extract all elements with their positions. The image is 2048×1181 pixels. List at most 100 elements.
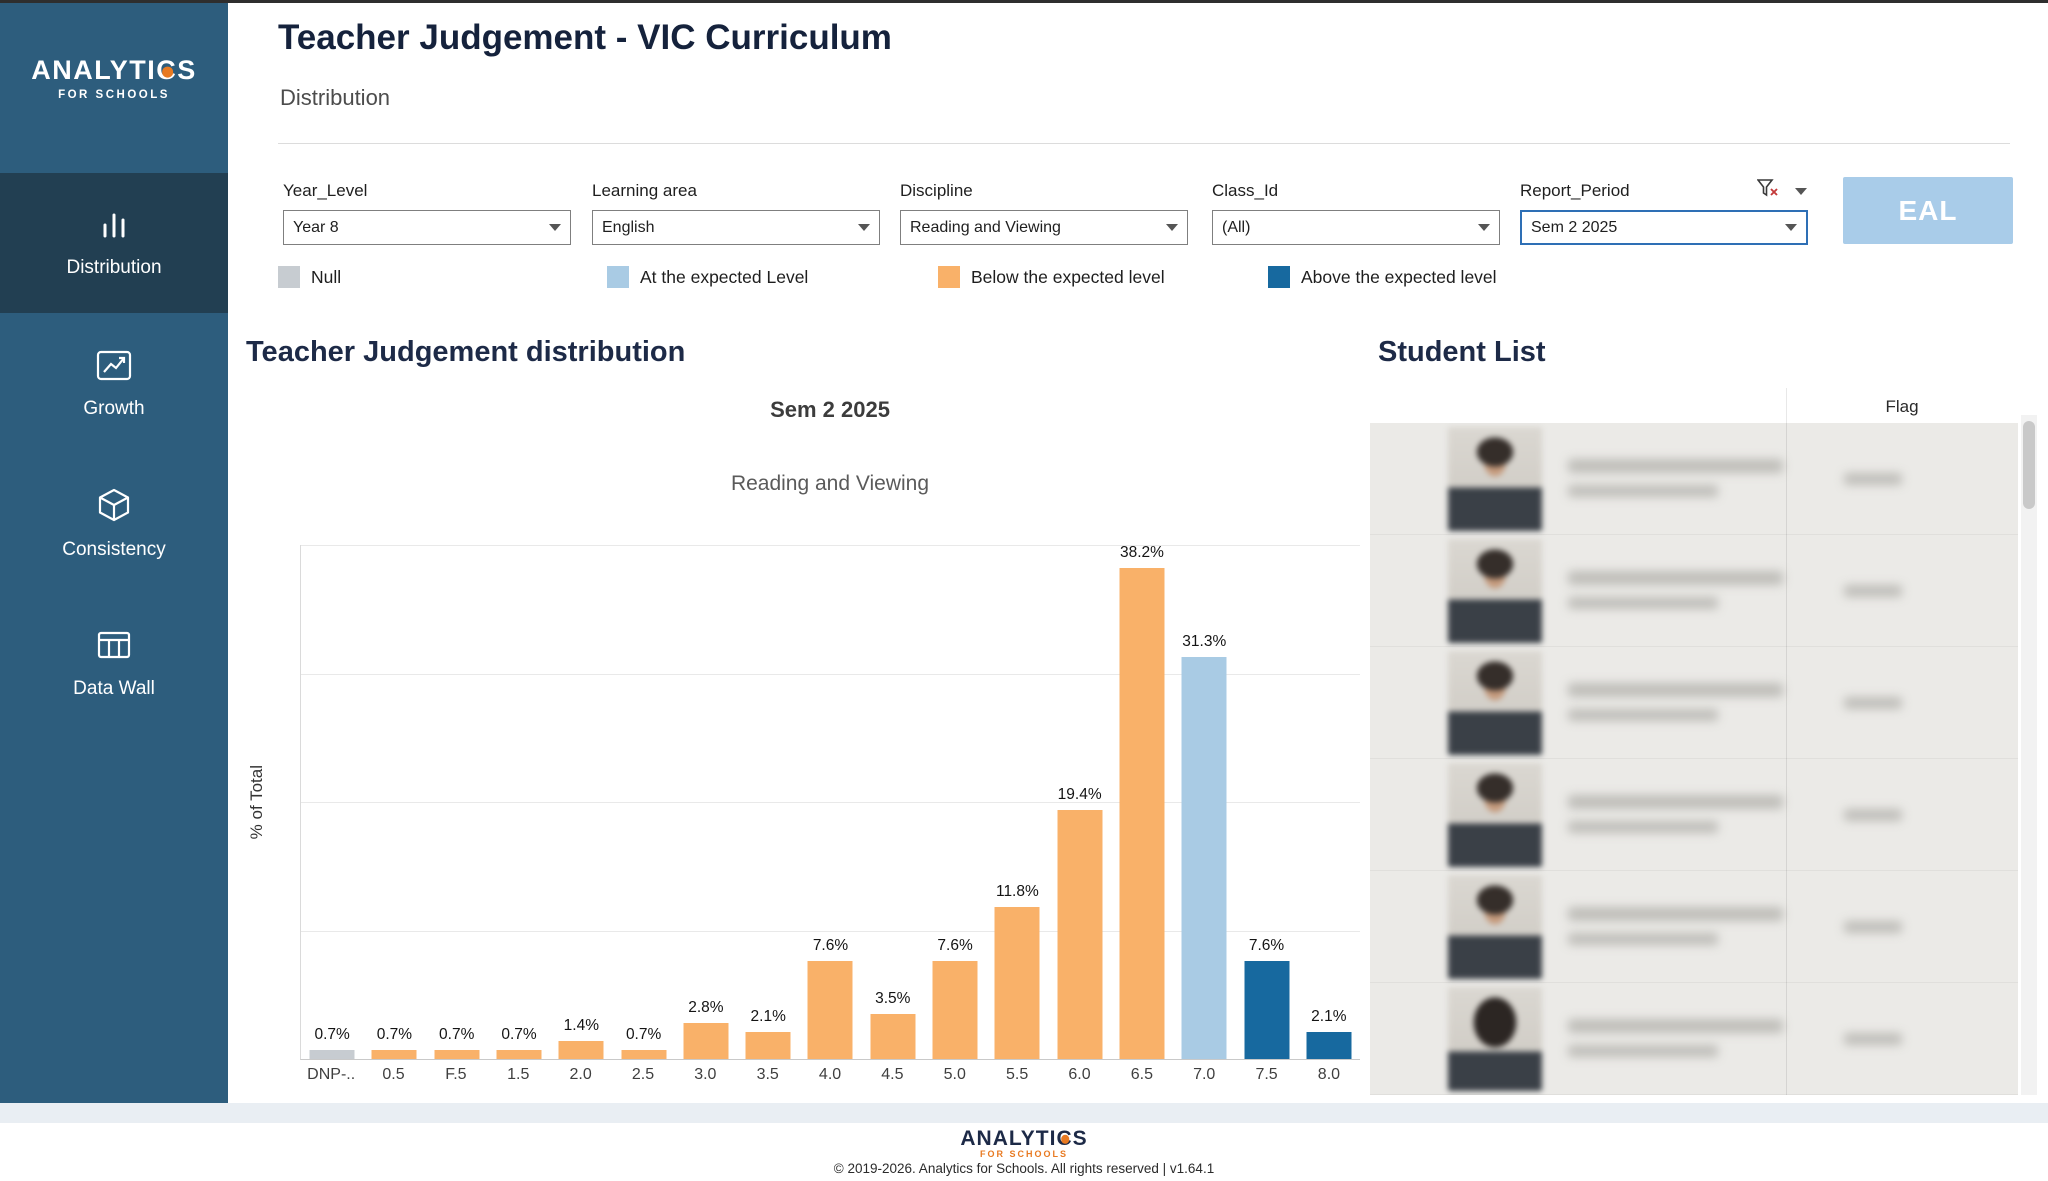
bar-0.5[interactable] <box>371 1050 417 1059</box>
student-row[interactable] <box>1370 535 2018 647</box>
bar-value-label: 7.6% <box>937 937 973 955</box>
footer-logo-wordmark: ANALYTICS <box>0 1127 2048 1150</box>
filter-discipline: Discipline Reading and Viewing <box>900 181 1188 245</box>
legend-item-below[interactable]: Below the expected level <box>938 266 1165 288</box>
legend-item-null[interactable]: Null <box>278 266 341 288</box>
bar-8.0[interactable] <box>1306 1032 1352 1059</box>
logo-text-1: ANALYTI <box>31 55 157 85</box>
bar-4.5[interactable] <box>870 1014 916 1059</box>
filter-value-year_level: Year 8 <box>293 218 339 236</box>
student-list-scrollbar[interactable] <box>2021 415 2037 1095</box>
bar-value-label: 0.7% <box>314 1026 350 1044</box>
sidebar-item-label: Consistency <box>62 538 166 560</box>
filter-dropdown-report_period[interactable]: Sem 2 2025 <box>1520 210 1808 245</box>
clear-filter-icon[interactable] <box>1756 179 1779 203</box>
gridline <box>301 930 1360 932</box>
page-subtitle: Distribution <box>280 85 391 110</box>
bar-slot: 7.6% <box>799 545 861 1059</box>
bar-7.0[interactable] <box>1181 656 1227 1059</box>
bar-slot: 19.4% <box>1049 545 1111 1059</box>
bar-2.5[interactable] <box>621 1050 667 1059</box>
filter-menu-chevron-down-icon[interactable] <box>1795 187 1807 195</box>
gridline <box>301 673 1360 675</box>
filter-value-class_id: (All) <box>1222 218 1251 236</box>
sidebar-item-data-wall[interactable]: Data Wall <box>0 593 228 733</box>
plot-area: 0.7% 0.7% 0.7% 0.7% 1.4% 0.7% 2.8% 2.1% 7.6% 3.5%… <box>300 544 1360 1060</box>
student-row[interactable] <box>1370 983 2018 1095</box>
student-list-body <box>1370 423 2018 1095</box>
x-axis-label: 3.5 <box>756 1066 779 1083</box>
student-flag-redacted <box>1844 473 1902 485</box>
bar-slot: 1.4% <box>550 545 612 1059</box>
filter-label-report_period: Report_Period <box>1520 181 1630 200</box>
student-flag-redacted <box>1844 697 1902 709</box>
window-top-edge <box>0 0 2048 3</box>
bar-slot: 0.7% <box>301 545 363 1059</box>
filter-dropdown-class_id[interactable]: (All) <box>1212 210 1500 245</box>
x-axis-label: 2.0 <box>569 1066 592 1083</box>
scrollbar-thumb[interactable] <box>2023 421 2035 509</box>
filter-dropdown-learning-area[interactable]: English <box>592 210 880 245</box>
x-axis-label: 4.0 <box>818 1066 842 1083</box>
x-axis-label: 3.0 <box>694 1066 717 1083</box>
x-axis-label: 0.5 <box>382 1066 405 1083</box>
footer-logo: ANALYTICS FOR SCHOOLS <box>0 1127 2048 1160</box>
eal-button[interactable]: EAL <box>1843 177 2013 244</box>
bar-DNP-..[interactable] <box>309 1050 355 1059</box>
bar-value-label: 2.1% <box>750 1008 786 1026</box>
footer-logo-c-dot-icon: C <box>1056 1127 1073 1150</box>
bar-F.5[interactable] <box>434 1050 480 1059</box>
bar-6.5[interactable] <box>1119 568 1165 1059</box>
x-axis-label: F.5 <box>445 1066 467 1083</box>
student-list-title: Student List <box>1378 336 1546 368</box>
bar-2.0[interactable] <box>558 1041 604 1059</box>
student-row[interactable] <box>1370 759 2018 871</box>
bar-value-label: 7.6% <box>1248 937 1285 955</box>
chart-subtitle-period: Sem 2 2025 <box>770 397 890 422</box>
filter-value-report_period: Sem 2 2025 <box>1531 218 1618 236</box>
student-photo <box>1448 763 1542 867</box>
sidebar-item-growth[interactable]: Growth <box>0 313 228 453</box>
filter-report_period: Report_Period Sem 2 2025 <box>1520 181 1808 245</box>
legend-item-at[interactable]: At the expected Level <box>607 266 808 288</box>
sidebar-item-label: Growth <box>83 397 145 419</box>
sidebar-item-distribution[interactable]: Distribution <box>0 173 228 313</box>
student-name-redacted <box>1568 683 1783 697</box>
student-row[interactable] <box>1370 871 2018 983</box>
sidebar-item-consistency[interactable]: Consistency <box>0 453 228 593</box>
filter-dropdown-discipline[interactable]: Reading and Viewing <box>900 210 1188 245</box>
bar-7.5[interactable] <box>1244 961 1290 1059</box>
legend-label-at: At the expected Level <box>640 266 809 287</box>
bar-3.5[interactable] <box>745 1032 791 1059</box>
cube-icon <box>95 486 133 524</box>
legend-item-above[interactable]: Above the expected level <box>1268 266 1497 288</box>
student-flag-redacted <box>1844 1033 1902 1045</box>
chevron-down-icon <box>549 224 561 231</box>
bar-5.5[interactable] <box>994 907 1040 1059</box>
student-row[interactable] <box>1370 647 2018 759</box>
bar-4.0[interactable] <box>807 961 853 1059</box>
bar-6.0[interactable] <box>1057 809 1103 1059</box>
bar-5.0[interactable] <box>932 961 978 1059</box>
student-photo <box>1448 651 1542 755</box>
bar-value-label: 38.2% <box>1119 544 1164 562</box>
filter-value-discipline: Reading and Viewing <box>910 218 1061 236</box>
legend-swatch-above <box>1268 266 1290 288</box>
bar-slot: 3.5% <box>862 545 924 1059</box>
header-divider <box>278 143 2010 144</box>
footer-strip <box>0 1103 2048 1123</box>
legend-row: Null At the expected Level Below the expec… <box>0 266 2048 292</box>
bar-slot: 2.1% <box>1298 545 1360 1059</box>
chart-subtitle-discipline: Reading and Viewing <box>730 472 930 495</box>
bar-value-label: 3.5% <box>875 990 911 1008</box>
logo-c-dot-icon: C <box>156 55 178 85</box>
filter-dropdown-year_level[interactable]: Year 8 <box>283 210 571 245</box>
bar-1.5[interactable] <box>496 1050 542 1059</box>
bar-3.0[interactable] <box>683 1023 729 1059</box>
legend-label-null: Null <box>311 266 342 287</box>
student-row[interactable] <box>1370 423 2018 535</box>
y-axis-label: % of Total <box>247 765 266 840</box>
bar-value-label: 0.7% <box>501 1026 537 1044</box>
footer-copyright: © 2019-2026. Analytics for Schools. All … <box>833 1161 1215 1176</box>
bar-value-label: 0.7% <box>439 1026 475 1044</box>
